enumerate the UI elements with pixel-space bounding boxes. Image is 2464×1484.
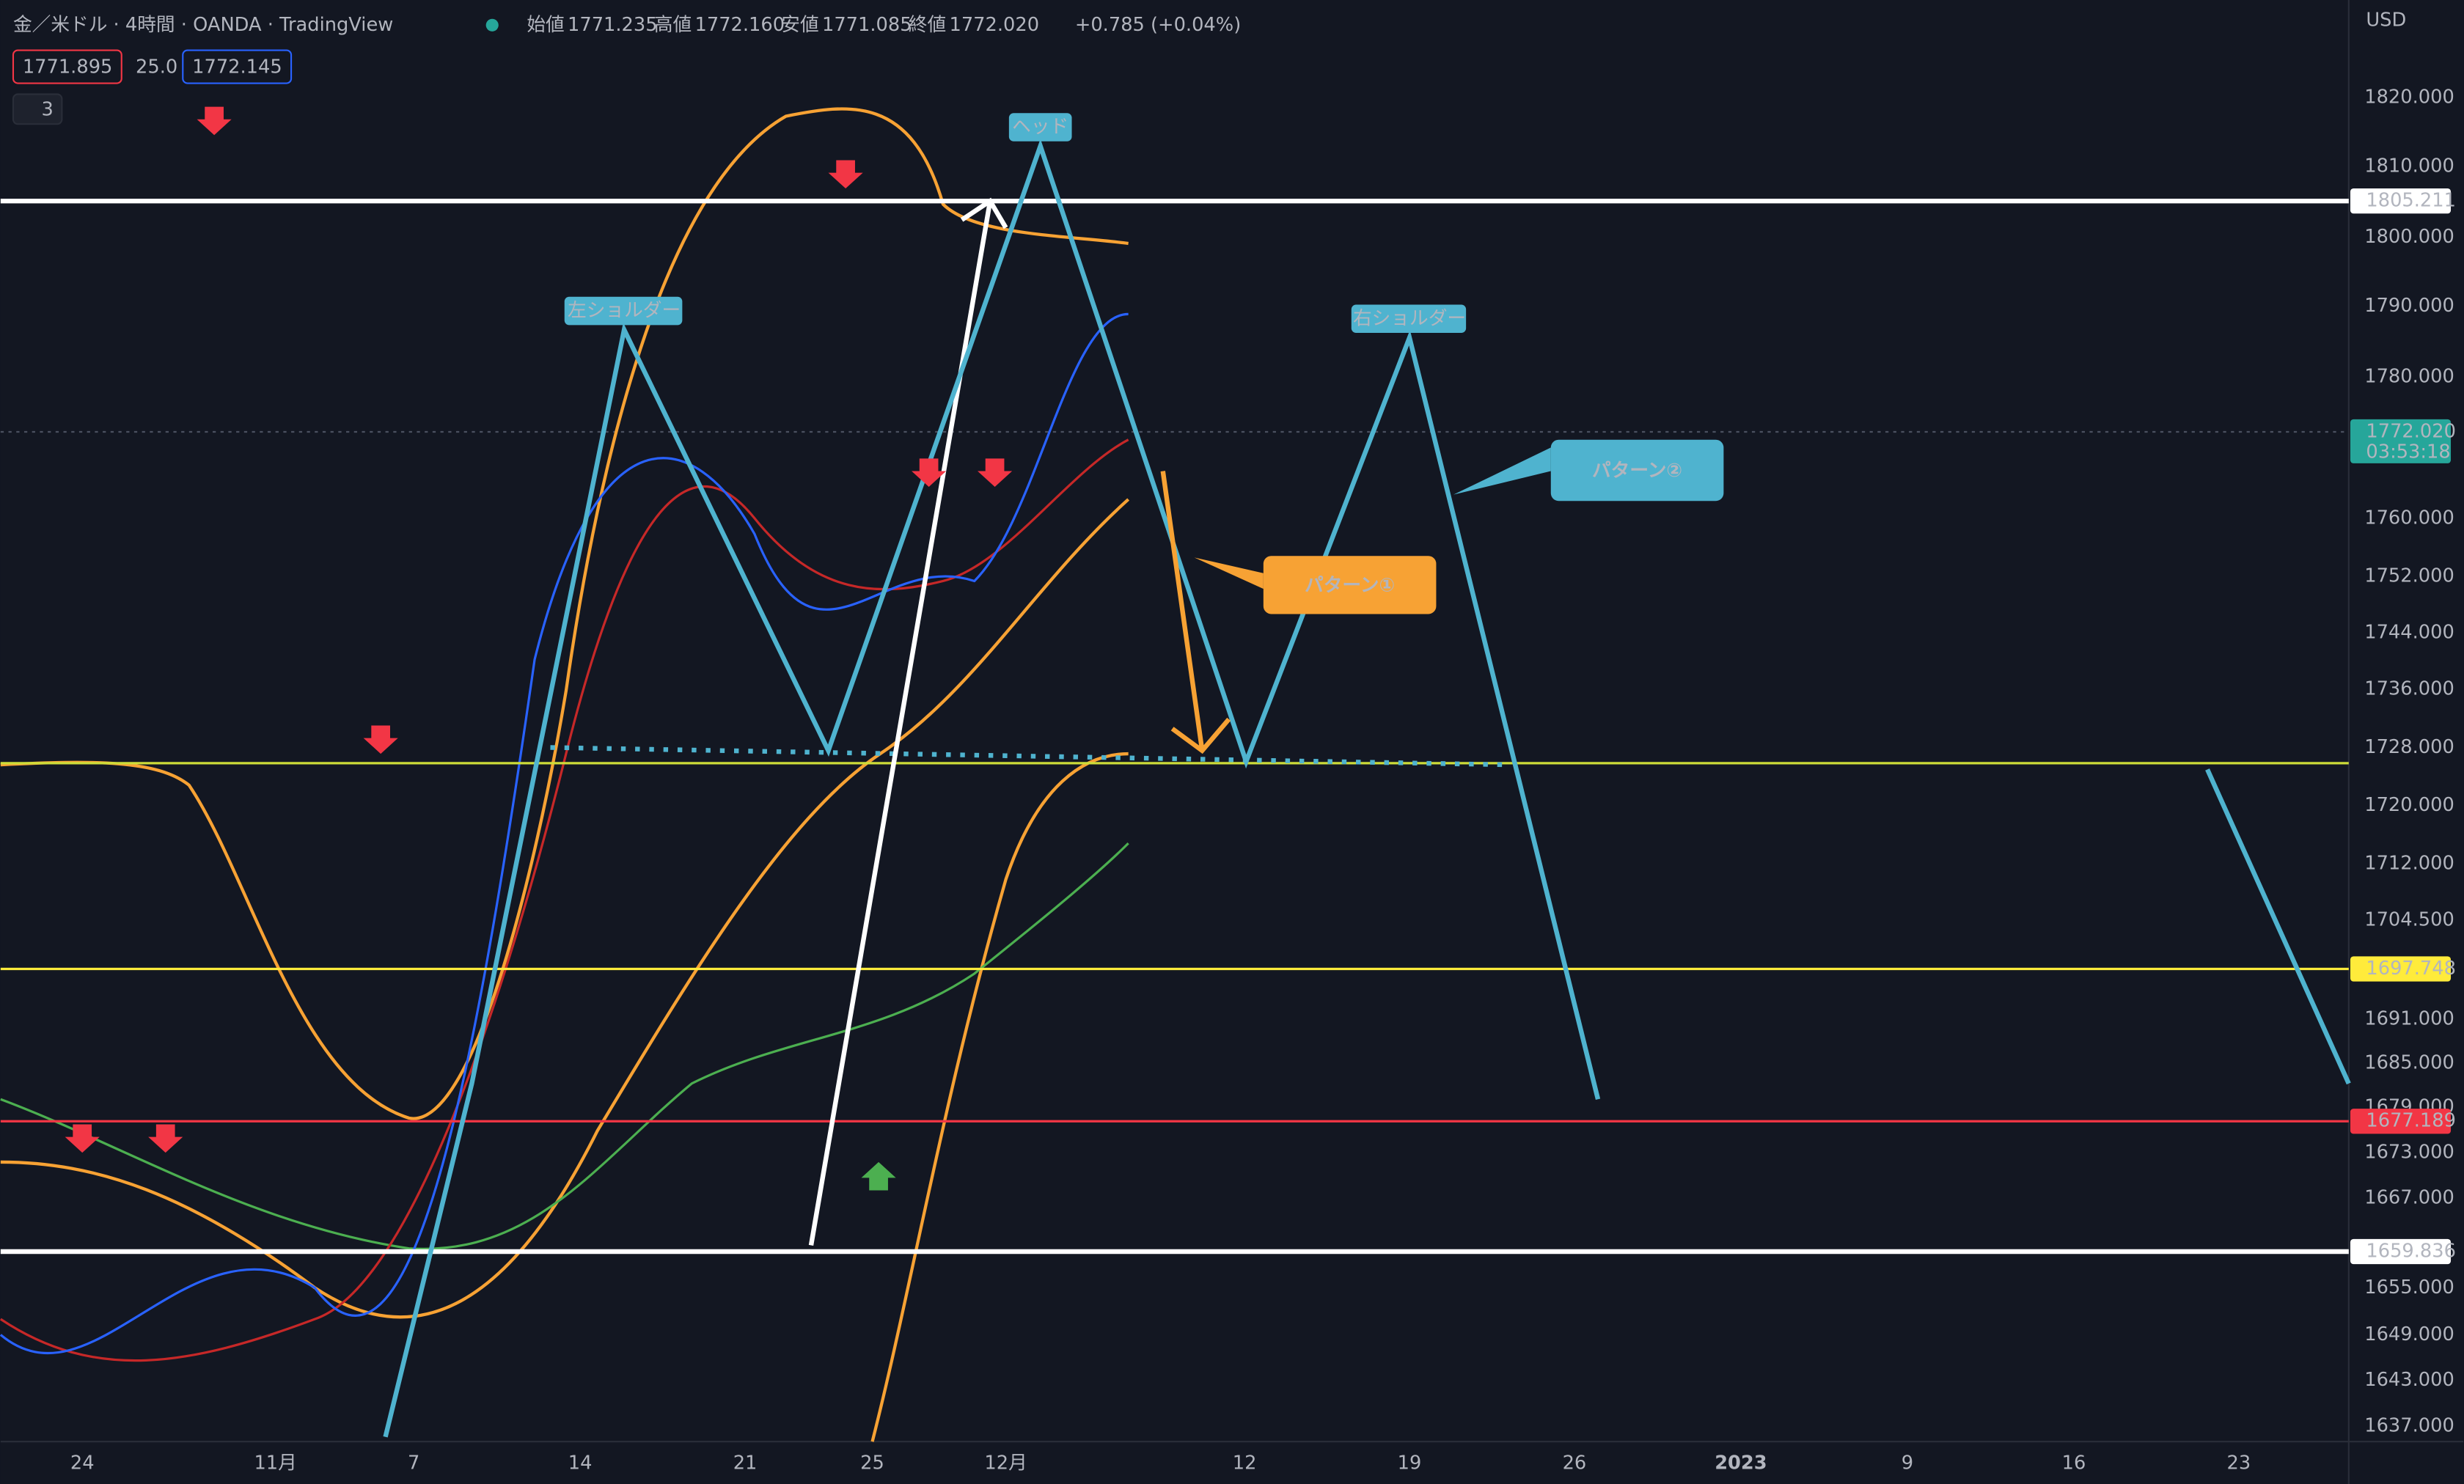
price-tag-label: 1677.189 (2366, 1110, 2456, 1132)
status-dot (485, 18, 499, 32)
annotation-label: 右ショルダー (1353, 307, 1466, 329)
bollinger-mid (0, 498, 1130, 1319)
down-arrow (978, 458, 1013, 487)
price-axis-label: 1704.500 (2364, 909, 2454, 931)
date-axis-label: 9 (1902, 1452, 1913, 1474)
ohlc-label: 安値 (781, 14, 818, 36)
date-axis-label: 11月 (254, 1452, 296, 1474)
price-axis-label: 1820.000 (2364, 86, 2454, 108)
bollinger-upper (0, 107, 1129, 1120)
price-tag-label: 1772.020 (2366, 420, 2456, 442)
pattern-line (2205, 768, 2351, 1085)
ma-long (0, 842, 1129, 1250)
pattern-1-path (1160, 471, 1205, 752)
ohlc-label: 始値 (527, 14, 564, 36)
date-axis-label: 25 (860, 1452, 884, 1474)
price-axis-label: 1649.000 (2364, 1323, 2454, 1345)
date-axis-label: 12 (1233, 1452, 1257, 1474)
down-arrow (197, 106, 232, 136)
date-axis-label: 2023 (1715, 1452, 1767, 1474)
date-axis-label: 7 (408, 1452, 419, 1474)
price-axis-panel (2348, 0, 2464, 1484)
price-axis-label: 1637.000 (2364, 1414, 2454, 1436)
callout-box (1550, 439, 1724, 502)
annotation-label: 左ショルダー (568, 300, 681, 322)
date-axis-label: 19 (1398, 1452, 1422, 1474)
ohlc-value: 1771.085 (822, 14, 912, 36)
annotation-box (1351, 304, 1467, 334)
price-axis-label: 1667.000 (2364, 1187, 2454, 1209)
annotation-label: ヘッド (1012, 116, 1068, 138)
price-tag (2350, 956, 2452, 982)
down-arrow (148, 1124, 183, 1153)
price-axis-label: 1800.000 (2364, 226, 2454, 248)
bid-box (12, 49, 122, 84)
price-axis-label: 1691.000 (2364, 1008, 2454, 1030)
price-tag (2350, 419, 2452, 463)
ask-box (182, 49, 293, 84)
pattern-2-path (383, 139, 1601, 1438)
ohlc-value: 1771.235 (568, 14, 658, 36)
date-axis-label: 23 (2227, 1452, 2251, 1474)
bid: 1771.895 (23, 56, 113, 78)
arrow-head (960, 197, 1008, 229)
ohlc-label: 高値 (654, 14, 692, 36)
up-arrow (861, 1161, 896, 1191)
price-tag-timer: 03:53:18 (2366, 441, 2450, 463)
date-axis-label: 24 (70, 1452, 95, 1474)
date-axis-label: 26 (1563, 1452, 1587, 1474)
spread: 25.0 (136, 56, 177, 78)
signal-arrows (65, 106, 1013, 1191)
price-axis-label: 1752.000 (2364, 565, 2454, 587)
change: +0.785 (+0.04%) (1075, 14, 1241, 36)
date-axis-label: 16 (2062, 1452, 2086, 1474)
price-axis-label: 1744.000 (2364, 622, 2454, 644)
ohlc-label: 終値 (909, 14, 946, 36)
ask: 1772.145 (192, 56, 282, 78)
price-tag-label: 1659.836 (2366, 1241, 2456, 1263)
annotation-box (1008, 113, 1072, 142)
callout-pointer (1453, 447, 1551, 495)
price-tag-label: 1805.211 (2366, 190, 2456, 212)
ohlc-value: 1772.020 (949, 14, 1039, 36)
callout-box (1263, 556, 1437, 614)
price-axis-label: 1655.000 (2364, 1277, 2454, 1298)
price-tag (2350, 188, 2452, 214)
currency: USD (2366, 9, 2406, 31)
price-axis-label: 1712.000 (2364, 852, 2454, 874)
price-axis-label: 1760.000 (2364, 507, 2454, 529)
price-tag (2350, 1238, 2452, 1265)
price-axis-label: 1643.000 (2364, 1369, 2454, 1391)
date-axis-label: 21 (733, 1452, 758, 1474)
indicator-toggle[interactable] (12, 93, 63, 125)
annotation-box (564, 296, 683, 326)
annotation-label: パターン① (1305, 574, 1395, 596)
date-axis-label: 14 (568, 1452, 593, 1474)
price-tag-label: 1697.748 (2366, 958, 2456, 980)
ma-mid (0, 438, 1129, 1362)
neck-dotted (550, 745, 1509, 768)
header-symbol: 金／米ドル · 4時間 · OANDA · TradingView (13, 14, 393, 36)
annotation-label: パターン② (1592, 460, 1682, 482)
price-axis-label: 1810.000 (2364, 155, 2454, 177)
date-axis-label: 12月 (984, 1452, 1027, 1474)
indicator-count: 3 (42, 98, 54, 120)
down-arrow (363, 725, 398, 754)
price-axis-label: 1728.000 (2364, 736, 2454, 758)
down-arrow (828, 160, 863, 189)
price-axis-label: 1790.000 (2364, 295, 2454, 317)
price-axis-label: 1685.000 (2364, 1051, 2454, 1073)
price-tag (2350, 1109, 2452, 1134)
ohlc-value: 1772.160 (695, 14, 785, 36)
price-axis-label: 1736.000 (2364, 678, 2454, 700)
arrow-head (1170, 717, 1231, 754)
down-arrow (65, 1124, 100, 1153)
price-axis-label: 1673.000 (2364, 1142, 2454, 1164)
bollinger-lower (870, 752, 1129, 1442)
down-arrow (912, 458, 947, 487)
price-axis-label: 1780.000 (2364, 366, 2454, 388)
price-axis-label: 1720.000 (2364, 794, 2454, 816)
